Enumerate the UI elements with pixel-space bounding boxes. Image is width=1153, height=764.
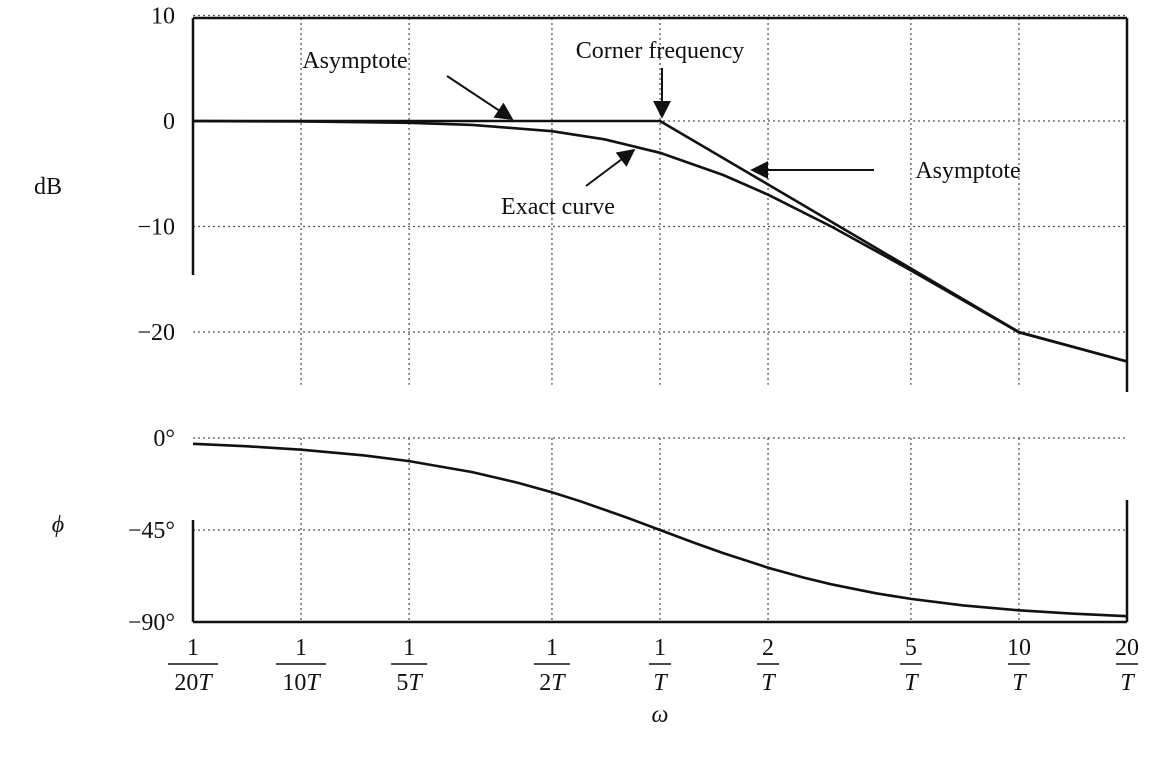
phase-y-tick-label: −45°	[128, 518, 175, 544]
x-tick-denominator: T	[1120, 670, 1135, 696]
x-tick-numerator: 1	[403, 635, 415, 661]
x-tick-denominator: 10T	[282, 670, 321, 696]
curves	[192, 119, 1128, 618]
x-tick-numerator: 10	[1007, 635, 1031, 661]
mag-y-tick-label: −20	[137, 320, 175, 346]
mag-y-tick-label: 0	[163, 109, 175, 135]
x-tick-denominator: T	[653, 670, 668, 696]
plot-frame	[191, 16, 1129, 624]
exact-curve-annotation: Exact curve	[501, 194, 615, 220]
x-tick-numerator: 1	[295, 635, 307, 661]
phase-y-tick-label: −90°	[128, 610, 175, 636]
x-tick-denominator: 20T	[174, 670, 213, 696]
x-tick-numerator: 1	[187, 635, 199, 661]
x-tick-denominator: T	[1012, 670, 1027, 696]
x-tick-numerator: 20	[1115, 635, 1139, 661]
asymptote-arrow-left	[446, 75, 514, 120]
x-tick-numerator: 1	[654, 635, 666, 661]
x-tick-numerator: 5	[905, 635, 917, 661]
corner-frequency-annotation: Corner frequency	[576, 38, 745, 64]
asymptote-annotation-right: Asymptote	[915, 158, 1020, 184]
labels: 100−10−200°−45°−90°dBϕω120T110T15T12T1T2…	[34, 4, 1139, 729]
exact-curve-line	[192, 119, 1128, 363]
phase-y-tick-label: 0°	[153, 426, 175, 452]
x-tick-numerator: 1	[546, 635, 558, 661]
x-tick-denominator: T	[904, 670, 919, 696]
x-tick-denominator: 5T	[396, 670, 423, 696]
x-tick-denominator: T	[761, 670, 776, 696]
mag-y-tick-label: −10	[137, 215, 175, 241]
x-tick-denominator: 2T	[539, 670, 566, 696]
phase-curve-line	[192, 442, 1128, 618]
x-axis-label: ω	[652, 702, 669, 728]
phase-y-axis-label: ϕ	[52, 512, 64, 538]
asymptote-annotation-left: Asymptote	[302, 48, 407, 74]
mag-y-axis-label: dB	[34, 174, 62, 200]
mag-y-tick-label: 10	[151, 4, 175, 30]
x-tick-numerator: 2	[762, 635, 774, 661]
exact-curve-arrow	[585, 148, 636, 187]
